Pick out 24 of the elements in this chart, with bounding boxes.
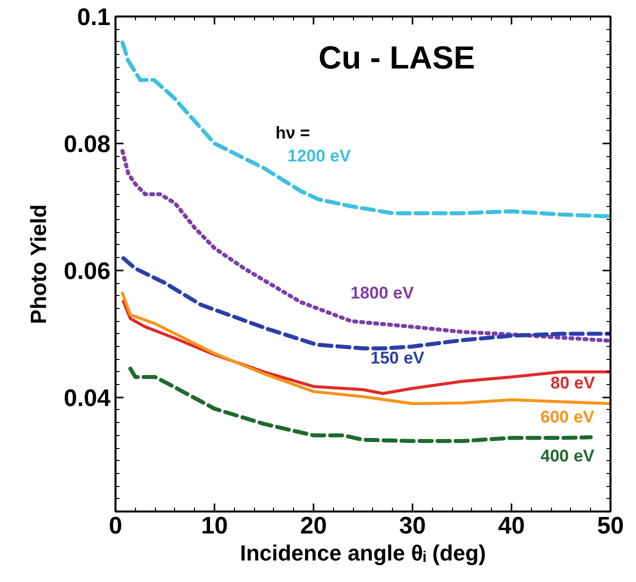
text: Cu - LASE (318, 40, 475, 76)
x-tick-label: 10 (201, 512, 228, 540)
y-tick-label: 0.06 (64, 258, 111, 285)
series-label: 1200 eV (288, 146, 352, 166)
series-label: 150 eV (370, 348, 426, 368)
series-label: 600 eV (540, 408, 596, 426)
x-tick-label: 0 (108, 512, 122, 540)
line-series (120, 149, 610, 343)
series-label: 400 eV (540, 446, 596, 466)
x-tick-label: 50 (597, 512, 624, 540)
y-tick-label: 0.08 (64, 130, 111, 158)
x-tick-label: 30 (399, 512, 426, 540)
y-tick-label: 0.04 (64, 384, 112, 412)
y-tick-label: 0.1 (77, 4, 111, 31)
series-label: 1800 eV (350, 284, 414, 302)
x-tick-label: 20 (300, 512, 327, 540)
y-axis-title: Photo Yield (26, 204, 51, 324)
x-tick-label: 40 (498, 512, 525, 540)
line-series (120, 40, 610, 218)
annotation: hν = (276, 124, 310, 142)
series-label: 80 eV (550, 374, 596, 392)
line-series (121, 256, 610, 350)
line-series (128, 366, 593, 444)
x-axis-title: Incidence angle θᵢ (deg) (240, 540, 486, 566)
